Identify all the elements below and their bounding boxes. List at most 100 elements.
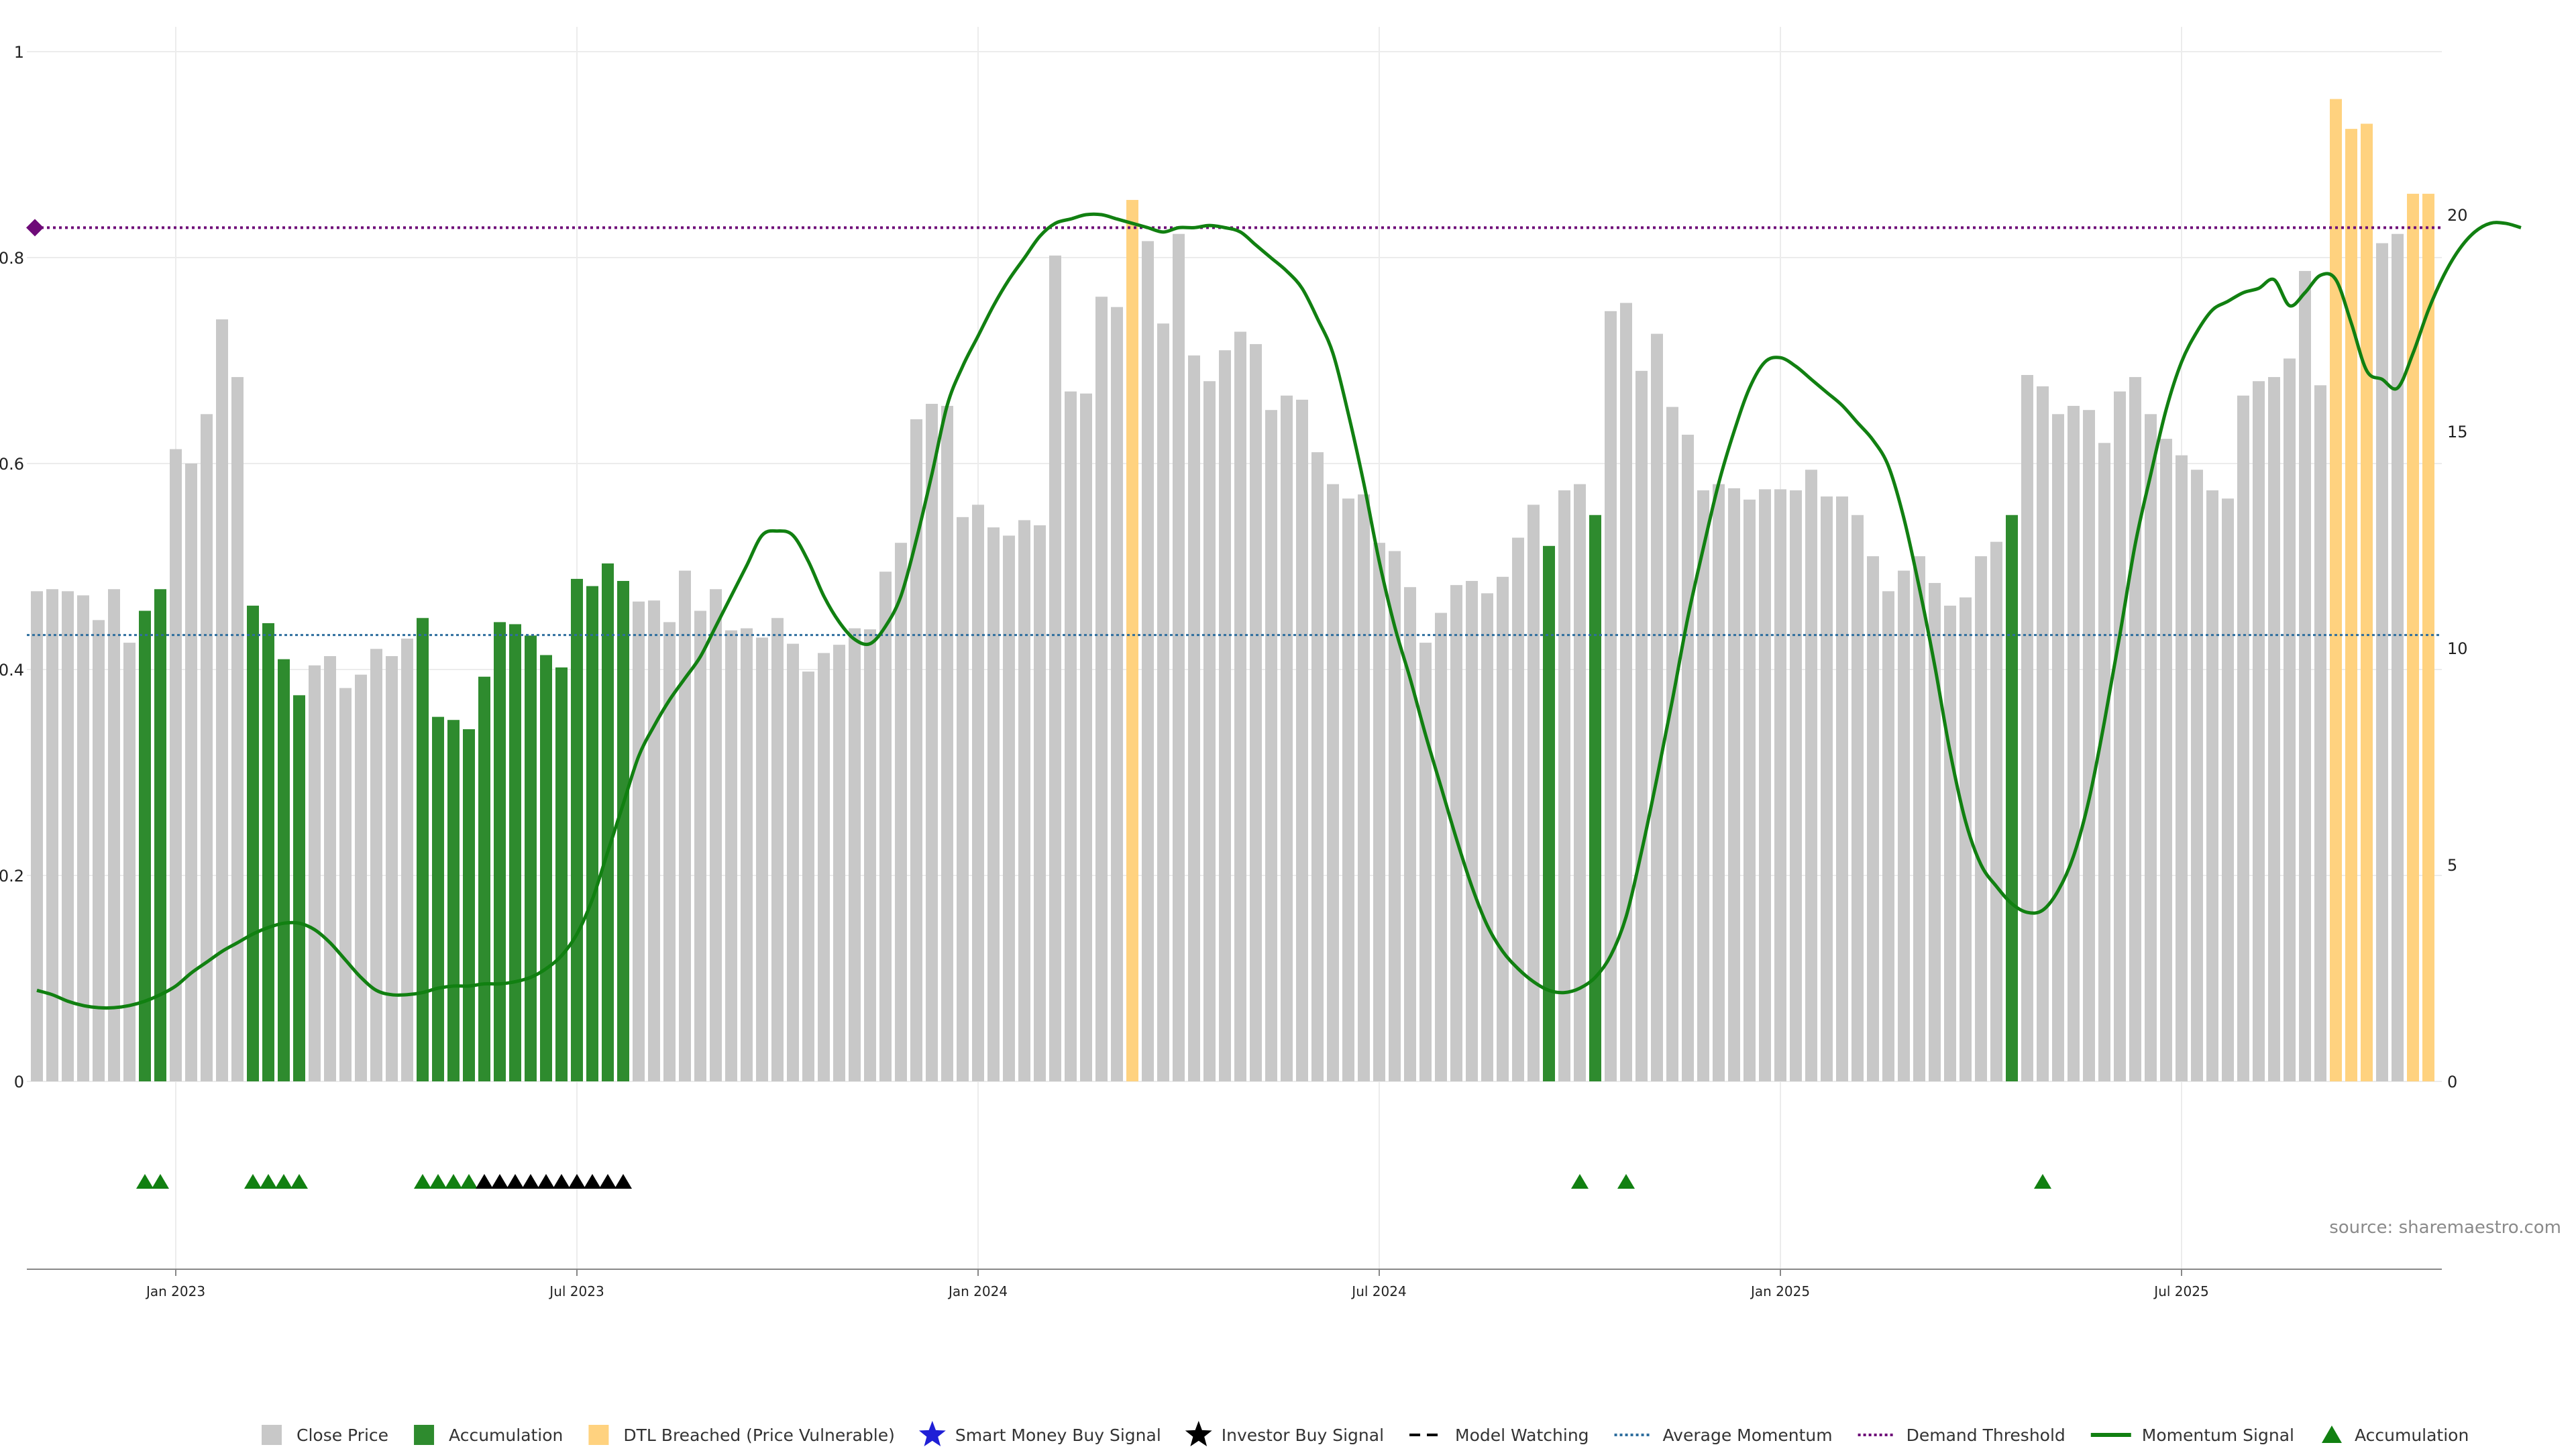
bar-close <box>957 517 969 1081</box>
reference-lines <box>26 219 2442 637</box>
bar-close <box>77 595 89 1081</box>
legend: Close Price Accumulation DTL Breached (Pri… <box>262 1421 2469 1446</box>
bar-accumulation <box>1589 515 1601 1081</box>
bar-close <box>1173 233 1185 1081</box>
bar-close <box>1095 297 1108 1082</box>
legend-smart_money-swatch <box>918 1421 946 1446</box>
bar-close <box>2376 243 2388 1081</box>
legend-momentum-label: Momentum Signal <box>2142 1426 2294 1445</box>
bar-close <box>1419 643 1432 1081</box>
accumulation-marker <box>429 1174 447 1189</box>
bar-close <box>324 656 336 1081</box>
bar-close <box>2284 358 2296 1082</box>
bars <box>31 99 2434 1082</box>
bar-close <box>1404 587 1416 1081</box>
investor-buy-marker <box>553 1174 570 1189</box>
bar-close <box>756 637 768 1081</box>
bar-close <box>1296 399 1308 1081</box>
bar-close <box>771 618 784 1081</box>
bar-close <box>663 622 676 1081</box>
bar-close <box>1111 307 1123 1082</box>
right-tick-label: 15 <box>2447 423 2468 441</box>
bar-close <box>2206 490 2218 1081</box>
bar-close <box>710 589 722 1081</box>
x-tick-label: Jan 2023 <box>145 1283 205 1299</box>
bar-close <box>895 543 907 1081</box>
bar-close <box>2068 406 2080 1081</box>
bar-close <box>1929 583 1941 1081</box>
momentum-signal-line <box>36 212 2522 1010</box>
x-tick-label: Jul 2024 <box>1350 1283 1406 1299</box>
bar-close <box>1558 490 1570 1081</box>
legend-smart_money-label: Smart Money Buy Signal <box>955 1426 1161 1445</box>
bar-accumulation <box>2006 515 2018 1081</box>
source-note: source: sharemaestro.com <box>2329 1218 2561 1238</box>
bar-accumulation <box>278 659 290 1081</box>
right-tick-label: 5 <box>2447 856 2457 875</box>
legend-average_momentum-label: Average Momentum <box>1663 1426 1833 1445</box>
bar-close <box>401 638 413 1081</box>
accumulation-marker <box>290 1174 308 1189</box>
bar-accumulation <box>478 676 490 1081</box>
bar-accumulation <box>571 578 583 1081</box>
accumulation-marker <box>460 1174 478 1189</box>
right-tick-label: 0 <box>2447 1073 2457 1091</box>
investor-buy-marker <box>568 1174 586 1189</box>
bar-close <box>2129 377 2141 1081</box>
bar-dtl <box>1126 200 1138 1081</box>
bar-close <box>1790 490 1802 1081</box>
bar-accumulation <box>463 729 475 1081</box>
bar-accumulation <box>540 655 552 1081</box>
bar-close <box>93 620 105 1081</box>
bar-close <box>864 629 876 1081</box>
bar-accumulation <box>139 610 151 1081</box>
bar-close <box>1960 597 1972 1081</box>
bar-close <box>1049 255 1061 1082</box>
bar-close <box>1018 520 1030 1081</box>
bar-close <box>987 527 1000 1081</box>
bar-close <box>201 414 213 1081</box>
investor-buy-marker <box>522 1174 539 1189</box>
bar-close <box>2037 386 2049 1081</box>
bar-accumulation <box>494 622 506 1081</box>
bar-close <box>2098 443 2110 1081</box>
bar-close <box>1944 605 1956 1081</box>
accumulation-marker <box>244 1174 262 1189</box>
bar-close <box>1666 407 1678 1081</box>
accumulation-marker <box>275 1174 292 1189</box>
bar-accumulation <box>1543 545 1555 1081</box>
bar-close <box>926 403 938 1081</box>
bar-close <box>1497 576 1509 1081</box>
bar-close <box>2392 233 2404 1081</box>
bar-close <box>1728 488 1740 1081</box>
bar-close <box>1990 541 2002 1081</box>
bar-close <box>1697 490 1709 1081</box>
bar-close <box>1713 484 1725 1081</box>
bar-close <box>849 628 861 1081</box>
bar-close <box>123 643 136 1081</box>
demand-threshold-marker <box>26 219 44 237</box>
right-tick-label: 20 <box>2447 206 2468 225</box>
bar-close <box>2160 439 2172 1081</box>
bar-close <box>1234 331 1246 1081</box>
legend-dtl-label: DTL Breached (Price Vulnerable) <box>623 1426 894 1445</box>
bar-close <box>1003 535 1015 1081</box>
bar-close <box>648 600 660 1081</box>
bar-close <box>802 672 814 1081</box>
signal-markers <box>136 1174 2051 1189</box>
bar-close <box>309 665 321 1081</box>
bar-close <box>1867 556 1879 1081</box>
x-tick-label: Jan 2024 <box>947 1283 1008 1299</box>
accumulation-marker <box>136 1174 154 1189</box>
bar-close <box>1527 504 1540 1081</box>
left-tick-label: 0.8 <box>0 249 24 268</box>
bar-close <box>185 464 197 1081</box>
bar-close <box>1389 551 1401 1081</box>
bar-close <box>1620 303 1632 1081</box>
bar-close <box>1512 537 1524 1081</box>
accumulation-marker <box>152 1174 169 1189</box>
bar-dtl <box>2422 193 2434 1082</box>
legend-demand_threshold-label: Demand Threshold <box>1907 1426 2065 1445</box>
x-tick-label: Jul 2023 <box>548 1283 604 1299</box>
